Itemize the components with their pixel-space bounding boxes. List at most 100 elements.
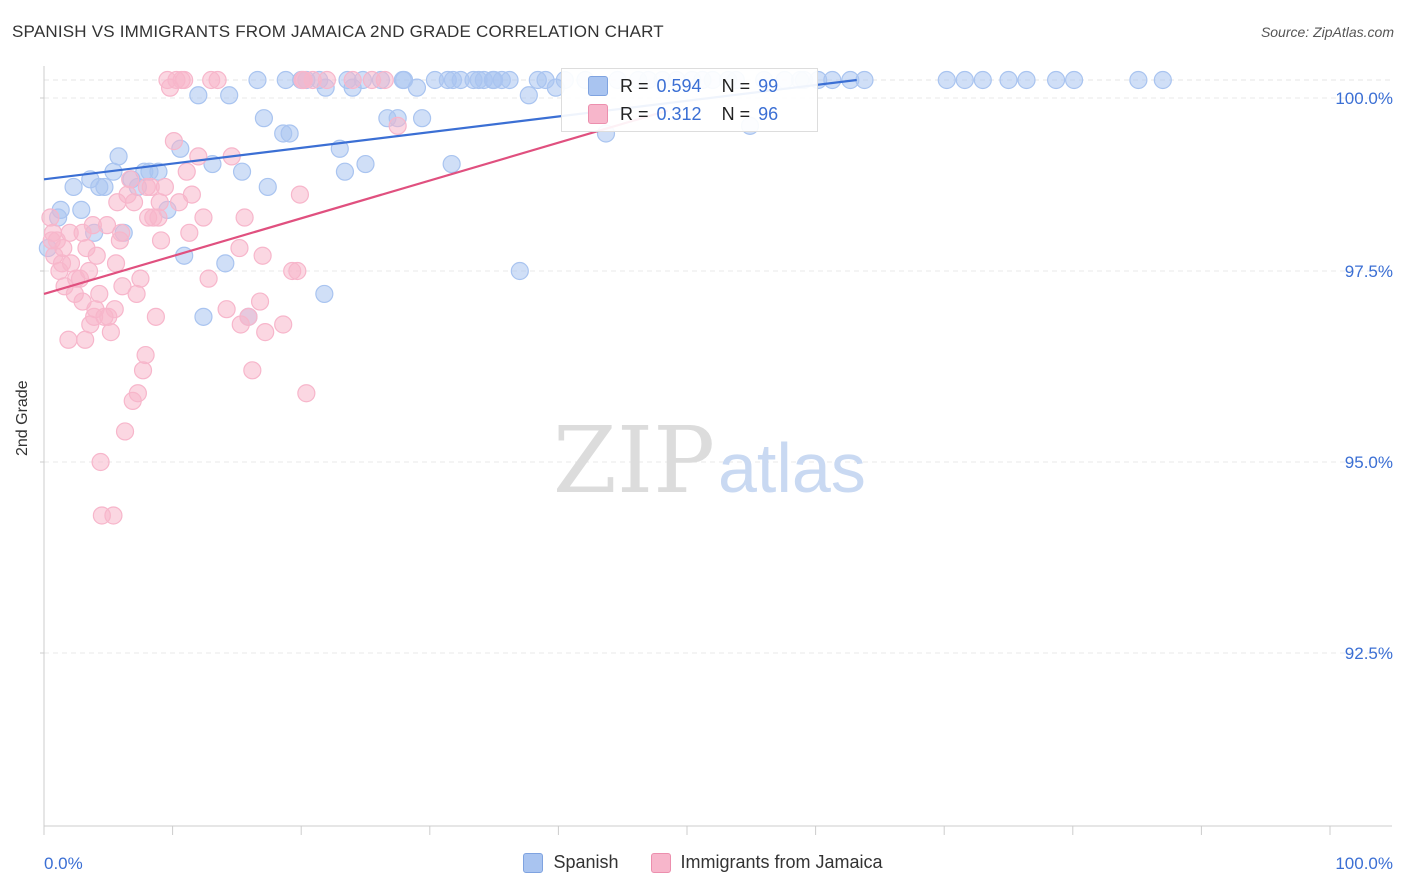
stats-swatch-spanish (588, 76, 608, 96)
jamaica-point (59, 330, 78, 349)
jamaica-point (91, 452, 110, 472)
jamaica-point (388, 116, 407, 135)
legend-item-spanish[interactable]: Spanish (523, 852, 619, 873)
series-legend: Spanish Immigrants from Jamaica (0, 852, 1406, 873)
jamaica-point (199, 269, 218, 288)
spanish-point (519, 86, 538, 105)
spanish-point (955, 70, 974, 90)
spanish-point (855, 70, 874, 90)
y-tick-label: 97.5% (1345, 262, 1393, 281)
r-value: 0.312 (656, 103, 702, 124)
jamaica-point (375, 70, 394, 90)
spanish-point (64, 177, 83, 197)
r-value: 0.594 (656, 75, 702, 96)
jamaica-point (294, 70, 313, 90)
source-label: Source: ZipAtlas.com (1260, 24, 1394, 40)
spanish-point (280, 124, 299, 143)
jamaica-point (60, 223, 79, 242)
jamaica-point (256, 323, 275, 342)
jamaica-point (297, 384, 316, 403)
jamaica-point (149, 208, 168, 227)
spanish-point (442, 154, 461, 174)
stats-row-spanish: R = 0.594 N = 99 (562, 72, 778, 100)
jamaica-point (317, 70, 337, 90)
jamaica-point (189, 147, 208, 166)
jamaica-point (150, 193, 169, 212)
spanish-point (412, 109, 432, 128)
jamaica-point (97, 216, 117, 235)
jamaica-trend-line (43, 109, 669, 295)
legend-swatch-jamaica (650, 852, 671, 873)
jamaica-point (106, 254, 126, 273)
watermark-zip: ZIP (553, 407, 715, 514)
jamaica-point (253, 246, 272, 265)
spanish-point (194, 307, 213, 326)
spanish-point (1064, 70, 1084, 90)
spanish-point (335, 162, 355, 181)
jamaica-point (104, 506, 123, 525)
y-tick-label: 95.0% (1345, 453, 1393, 472)
jamaica-point (164, 132, 183, 151)
x-tick-label: 0.0% (44, 854, 83, 873)
spanish-point (220, 86, 239, 105)
spanish-point (937, 70, 956, 90)
jamaica-point (243, 361, 262, 380)
jamaica-point (112, 223, 131, 242)
jamaica-point (90, 284, 109, 304)
jamaica-point (274, 315, 293, 334)
n-label: N = (721, 75, 751, 96)
spanish-point (72, 200, 91, 219)
stats-row-jamaica: R = 0.312 N = 96 (562, 100, 778, 128)
jamaica-point (133, 361, 153, 380)
r-label: R = (620, 75, 649, 96)
n-value: 96 (758, 103, 779, 124)
x-tick-label: 100.0% (1335, 854, 1393, 873)
spanish-point (973, 70, 992, 90)
jamaica-point (105, 300, 124, 319)
jamaica-point (177, 162, 196, 181)
spanish-point (823, 70, 842, 90)
r-label: R = (620, 103, 649, 124)
watermark-atlas: atlas (718, 429, 866, 507)
legend-label-jamaica: Immigrants from Jamaica (680, 852, 883, 872)
axes (40, 66, 1392, 835)
spanish-point (95, 177, 114, 197)
spanish-point (1017, 70, 1036, 90)
jamaica-point (239, 307, 258, 326)
jamaica-point (54, 238, 73, 258)
jamaica-point (86, 300, 105, 319)
spanish-point (258, 177, 277, 197)
jamaica-point (136, 345, 155, 365)
spanish-point (216, 254, 235, 273)
watermark: ZIP atlas (553, 407, 866, 514)
legend-item-jamaica[interactable]: Immigrants from Jamaica (650, 852, 883, 873)
jamaica-point (101, 323, 120, 342)
stats-legend: R = 0.594 N = 99 R = 0.312 N = 96 (561, 68, 818, 132)
jamaica-point (41, 208, 60, 227)
jamaica-point (113, 277, 132, 296)
jamaica-point (127, 284, 146, 304)
legend-label-spanish: Spanish (553, 852, 619, 872)
spanish-point (500, 70, 519, 90)
jamaica-point (230, 238, 249, 258)
jamaica-point (121, 170, 140, 189)
jamaica-point (115, 422, 135, 441)
jamaica-point (128, 384, 147, 403)
spanish-point (407, 78, 427, 97)
jamaica-point (217, 300, 236, 319)
jamaica-point (146, 307, 165, 326)
jamaica-point (202, 70, 221, 90)
jamaica-point (79, 261, 99, 281)
spanish-point (999, 70, 1018, 90)
legend-swatch-spanish (523, 852, 544, 873)
spanish-point (109, 147, 128, 166)
jamaica-point (343, 70, 362, 90)
jamaica-point (76, 330, 95, 349)
spanish-point (315, 284, 334, 304)
jamaica-point (151, 231, 171, 250)
jamaica-point (175, 70, 194, 90)
spanish-point (276, 70, 295, 90)
jamaica-point (250, 292, 270, 311)
jamaica-point (290, 185, 310, 204)
